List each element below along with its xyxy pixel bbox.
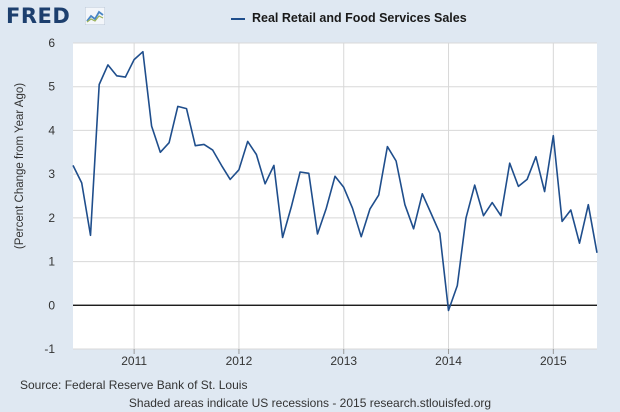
x-tick-label: 2012	[226, 354, 253, 368]
y-tick-label: 5	[48, 80, 55, 94]
data-point	[115, 75, 117, 77]
data-point	[439, 232, 441, 234]
data-point	[185, 107, 187, 109]
data-point	[561, 220, 563, 222]
chart-line-icon	[85, 7, 105, 25]
y-tick-label: 0	[48, 298, 55, 312]
data-point	[194, 145, 196, 147]
x-tick-label: 2011	[121, 354, 147, 368]
data-point	[246, 140, 248, 142]
data-point	[535, 155, 537, 157]
data-point	[596, 252, 598, 254]
data-point	[220, 164, 222, 166]
data-point	[404, 204, 406, 206]
data-point	[124, 76, 126, 78]
y-tick-label: 3	[48, 167, 55, 181]
recession-note: Shaded areas indicate US recessions - 20…	[128, 396, 492, 410]
data-point	[273, 164, 275, 166]
data-point	[89, 234, 91, 236]
data-point	[229, 178, 231, 180]
y-tick-label: 2	[48, 211, 55, 225]
data-point	[343, 186, 345, 188]
y-tick-label: -1	[44, 342, 55, 356]
data-point	[517, 185, 519, 187]
plot-background	[73, 43, 597, 349]
data-point	[491, 201, 493, 203]
legend-swatch	[231, 18, 245, 20]
data-point	[482, 214, 484, 216]
y-tick-label: 4	[48, 123, 55, 137]
source-text: Source: Federal Reserve Bank of St. Loui…	[20, 378, 248, 392]
y-tick-label: 6	[48, 36, 55, 50]
data-point	[570, 209, 572, 211]
data-point	[107, 64, 109, 66]
data-point	[465, 217, 467, 219]
data-point	[360, 235, 362, 237]
data-point	[316, 233, 318, 235]
y-tick-label: 1	[48, 255, 55, 269]
data-point	[133, 58, 135, 60]
data-point	[308, 172, 310, 174]
data-point	[377, 194, 379, 196]
data-point	[203, 143, 205, 145]
data-point	[508, 162, 510, 164]
data-point	[395, 160, 397, 162]
data-point	[474, 184, 476, 186]
data-point	[72, 164, 74, 166]
x-tick-label: 2014	[435, 354, 462, 368]
x-tick-label: 2015	[540, 354, 567, 368]
data-point	[578, 242, 580, 244]
data-point	[299, 171, 301, 173]
data-point	[587, 204, 589, 206]
data-point	[212, 149, 214, 151]
data-point	[281, 236, 283, 238]
data-point	[264, 183, 266, 185]
data-point	[81, 182, 83, 184]
data-point	[500, 214, 502, 216]
legend-series-label: Real Retail and Food Services Sales	[252, 11, 467, 25]
data-point	[142, 51, 144, 53]
data-point	[150, 125, 152, 127]
data-point	[159, 151, 161, 153]
data-point	[543, 190, 545, 192]
data-point	[369, 208, 371, 210]
data-point	[526, 178, 528, 180]
data-point	[325, 207, 327, 209]
data-point	[290, 206, 292, 208]
data-point	[412, 228, 414, 230]
data-point	[238, 169, 240, 171]
data-point	[386, 145, 388, 147]
fred-logo: FRED	[6, 4, 71, 28]
data-point	[430, 212, 432, 214]
x-tick-label: 2013	[330, 354, 357, 368]
data-point	[334, 175, 336, 177]
data-point	[456, 284, 458, 286]
data-point	[255, 153, 257, 155]
data-point	[177, 105, 179, 107]
data-point	[552, 134, 554, 136]
data-point	[447, 309, 449, 311]
data-point	[351, 207, 353, 209]
data-point	[98, 83, 100, 85]
data-point	[168, 141, 170, 143]
data-point	[421, 193, 423, 195]
series-line	[72, 50, 598, 312]
